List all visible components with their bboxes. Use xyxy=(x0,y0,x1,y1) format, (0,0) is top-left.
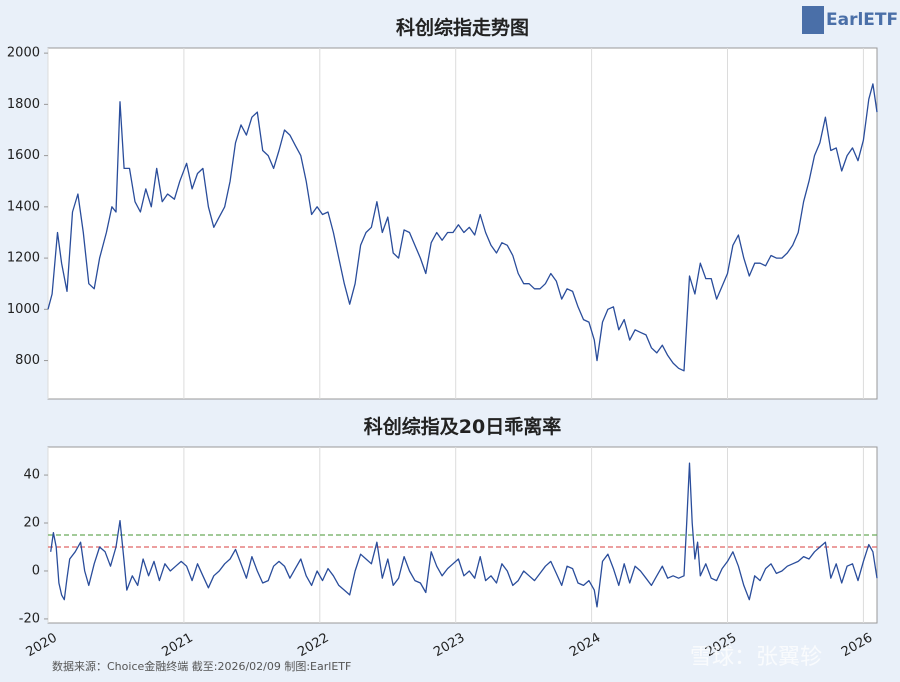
logo-icon xyxy=(802,6,824,34)
logo: EarlETF xyxy=(826,10,898,30)
plot-area xyxy=(47,47,878,400)
x-tick-label: 2021 xyxy=(159,631,195,661)
y-tick-label: 40 xyxy=(23,468,40,483)
watermark: 雪球：张翼轸 xyxy=(690,645,822,670)
y-tick-label: 1800 xyxy=(7,97,40,112)
x-tick-label: 2022 xyxy=(295,631,331,661)
x-tick-label: 2020 xyxy=(24,631,60,661)
chart-title: 科创综指及20日乖离率 xyxy=(364,415,561,438)
y-tick-label: -20 xyxy=(19,611,40,626)
y-tick-label: 1600 xyxy=(7,148,40,163)
y-tick-label: 0 xyxy=(32,563,40,578)
y-tick-label: 1000 xyxy=(7,302,40,317)
panel: 科创综指走势图 800 1000 1200 1400 1600 1800 2000 xyxy=(7,16,878,400)
x-tick-label: 2026 xyxy=(839,631,875,661)
y-tick-label: 800 xyxy=(15,353,40,368)
footer: 数据来源：Choice金融终端 截至:2026/02/09 制图:EarlETF xyxy=(52,659,351,673)
y-tick-label: 20 xyxy=(23,516,40,531)
y-tick-label: 1200 xyxy=(7,251,40,266)
y-tick-label: 1400 xyxy=(7,199,40,214)
x-tick-label: 2024 xyxy=(567,631,603,661)
y-tick-label: 2000 xyxy=(7,46,40,61)
x-tick-label: 2023 xyxy=(431,631,467,661)
data-line xyxy=(50,462,878,608)
chart-title: 科创综指走势图 xyxy=(396,16,529,39)
data-line xyxy=(47,83,878,372)
